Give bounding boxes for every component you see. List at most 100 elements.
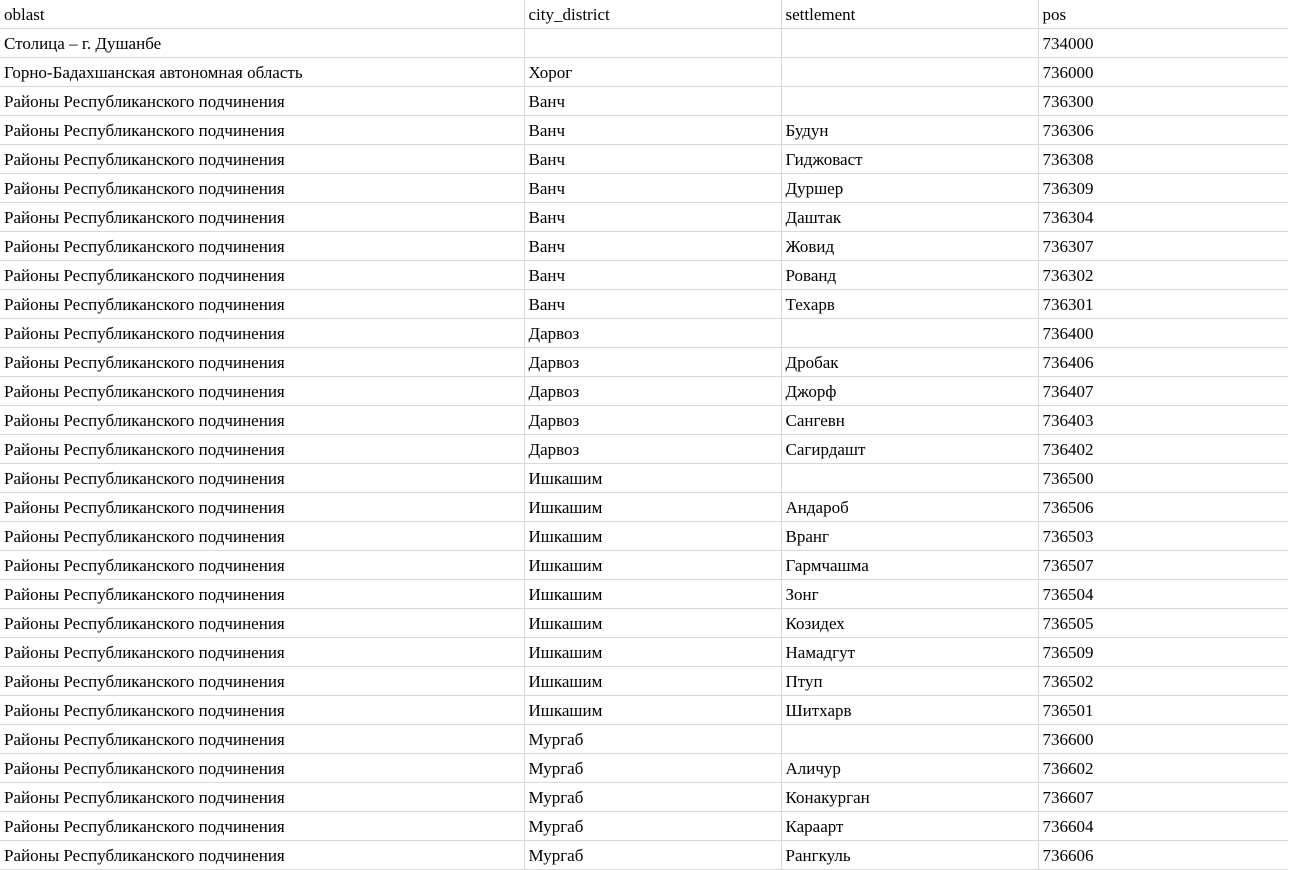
cell-settlement[interactable]: Зонг xyxy=(780,579,1038,609)
table-row[interactable]: Районы Республиканского подчинения Ванч 73… xyxy=(0,86,1288,116)
cell-oblast[interactable]: Районы Республиканского подчинения xyxy=(0,840,524,870)
cell-pos[interactable]: 736402 xyxy=(1037,434,1288,464)
column-header-city-district[interactable]: city_district xyxy=(523,0,781,29)
cell-oblast[interactable]: Районы Республиканского подчинения xyxy=(0,492,524,522)
cell-settlement[interactable]: Рангкуль xyxy=(780,840,1038,870)
cell-pos[interactable]: 736302 xyxy=(1037,260,1288,290)
cell-oblast[interactable]: Районы Республиканского подчинения xyxy=(0,347,524,377)
cell-oblast[interactable]: Столица – г. Душанбе xyxy=(0,28,524,58)
cell-city-district[interactable]: Ишкашим xyxy=(523,579,781,609)
table-row[interactable]: Районы Республиканского подчинения Ванч Ги… xyxy=(0,144,1288,174)
cell-pos[interactable]: 736000 xyxy=(1037,57,1288,87)
cell-oblast[interactable]: Районы Республиканского подчинения xyxy=(0,550,524,580)
cell-city-district[interactable]: Ванч xyxy=(523,289,781,319)
cell-city-district[interactable]: Мургаб xyxy=(523,782,781,812)
cell-city-district[interactable]: Ишкашим xyxy=(523,666,781,696)
cell-oblast[interactable]: Районы Республиканского подчинения xyxy=(0,753,524,783)
cell-settlement[interactable]: Вранг xyxy=(780,521,1038,551)
cell-pos[interactable]: 736502 xyxy=(1037,666,1288,696)
cell-oblast[interactable]: Районы Республиканского подчинения xyxy=(0,608,524,638)
cell-settlement[interactable]: Техарв xyxy=(780,289,1038,319)
cell-pos[interactable]: 736607 xyxy=(1037,782,1288,812)
cell-pos[interactable]: 736504 xyxy=(1037,579,1288,609)
cell-settlement[interactable]: Даштак xyxy=(780,202,1038,232)
cell-pos[interactable]: 736501 xyxy=(1037,695,1288,725)
table-row[interactable]: Районы Республиканского подчинения Мургаб… xyxy=(0,724,1288,754)
table-row[interactable]: Районы Республиканского подчинения Ишкаши… xyxy=(0,550,1288,580)
cell-pos[interactable]: 736606 xyxy=(1037,840,1288,870)
cell-oblast[interactable]: Районы Республиканского подчинения xyxy=(0,434,524,464)
table-row[interactable]: Районы Республиканского подчинения Ишкаши… xyxy=(0,521,1288,551)
cell-city-district[interactable]: Ванч xyxy=(523,86,781,116)
cell-city-district[interactable]: Ишкашим xyxy=(523,695,781,725)
cell-pos[interactable]: 736506 xyxy=(1037,492,1288,522)
cell-oblast[interactable]: Районы Республиканского подчинения xyxy=(0,782,524,812)
cell-pos[interactable]: 736600 xyxy=(1037,724,1288,754)
cell-settlement[interactable]: Козидех xyxy=(780,608,1038,638)
cell-city-district[interactable]: Ванч xyxy=(523,260,781,290)
table-row[interactable]: Районы Республиканского подчинения Мургаб… xyxy=(0,782,1288,812)
cell-city-district[interactable]: Мургаб xyxy=(523,840,781,870)
cell-city-district[interactable]: Ванч xyxy=(523,115,781,145)
cell-city-district[interactable]: Ишкашим xyxy=(523,550,781,580)
cell-oblast[interactable]: Районы Республиканского подчинения xyxy=(0,695,524,725)
cell-city-district[interactable]: Ванч xyxy=(523,231,781,261)
cell-city-district[interactable] xyxy=(523,28,781,58)
table-row[interactable]: Районы Республиканского подчинения Ишкаши… xyxy=(0,695,1288,725)
cell-pos[interactable]: 736507 xyxy=(1037,550,1288,580)
cell-settlement[interactable]: Рованд xyxy=(780,260,1038,290)
cell-oblast[interactable]: Районы Республиканского подчинения xyxy=(0,463,524,493)
cell-settlement[interactable]: Гармчашма xyxy=(780,550,1038,580)
cell-oblast[interactable]: Горно-Бадахшанская автономная область xyxy=(0,57,524,87)
cell-oblast[interactable]: Районы Республиканского подчинения xyxy=(0,202,524,232)
table-row[interactable]: Районы Республиканского подчинения Мургаб… xyxy=(0,753,1288,783)
cell-oblast[interactable]: Районы Республиканского подчинения xyxy=(0,86,524,116)
cell-city-district[interactable]: Хорог xyxy=(523,57,781,87)
table-row[interactable]: Районы Республиканского подчинения Дарвоз… xyxy=(0,347,1288,377)
column-header-settlement[interactable]: settlement xyxy=(780,0,1038,29)
cell-pos[interactable]: 736505 xyxy=(1037,608,1288,638)
cell-settlement[interactable]: Конакурган xyxy=(780,782,1038,812)
cell-city-district[interactable]: Ишкашим xyxy=(523,492,781,522)
table-row[interactable]: Районы Республиканского подчинения Мургаб… xyxy=(0,840,1288,870)
table-row[interactable]: Районы Республиканского подчинения Ванч Ро… xyxy=(0,260,1288,290)
table-row[interactable]: Районы Республиканского подчинения Ванч Ду… xyxy=(0,173,1288,203)
cell-city-district[interactable]: Ванч xyxy=(523,144,781,174)
cell-city-district[interactable]: Дарвоз xyxy=(523,405,781,435)
table-row[interactable]: Районы Республиканского подчинения Ванч Жо… xyxy=(0,231,1288,261)
cell-city-district[interactable]: Дарвоз xyxy=(523,347,781,377)
cell-pos[interactable]: 736503 xyxy=(1037,521,1288,551)
cell-pos[interactable]: 736604 xyxy=(1037,811,1288,841)
table-row[interactable]: Районы Республиканского подчинения Ишкаши… xyxy=(0,579,1288,609)
cell-oblast[interactable]: Районы Республиканского подчинения xyxy=(0,260,524,290)
table-row[interactable]: Столица – г. Душанбе 734000 xyxy=(0,28,1288,58)
cell-city-district[interactable]: Ишкашим xyxy=(523,608,781,638)
column-header-pos[interactable]: pos xyxy=(1037,0,1288,29)
table-row[interactable]: Районы Республиканского подчинения Ванч Те… xyxy=(0,289,1288,319)
table-row[interactable]: Районы Республиканского подчинения Дарвоз… xyxy=(0,405,1288,435)
cell-settlement[interactable]: Сагирдашт xyxy=(780,434,1038,464)
cell-pos[interactable]: 736308 xyxy=(1037,144,1288,174)
cell-oblast[interactable]: Районы Республиканского подчинения xyxy=(0,579,524,609)
cell-settlement[interactable]: Гиджоваст xyxy=(780,144,1038,174)
cell-pos[interactable]: 736602 xyxy=(1037,753,1288,783)
cell-city-district[interactable]: Дарвоз xyxy=(523,376,781,406)
cell-pos[interactable]: 736300 xyxy=(1037,86,1288,116)
cell-oblast[interactable]: Районы Республиканского подчинения xyxy=(0,144,524,174)
cell-settlement[interactable]: Птуп xyxy=(780,666,1038,696)
table-row[interactable]: Районы Республиканского подчинения Дарвоз… xyxy=(0,376,1288,406)
cell-settlement[interactable]: Жовид xyxy=(780,231,1038,261)
cell-oblast[interactable]: Районы Республиканского подчинения xyxy=(0,376,524,406)
column-header-oblast[interactable]: oblast xyxy=(0,0,524,29)
cell-city-district[interactable]: Мургаб xyxy=(523,753,781,783)
cell-oblast[interactable]: Районы Республиканского подчинения xyxy=(0,521,524,551)
cell-settlement[interactable]: Андароб xyxy=(780,492,1038,522)
cell-oblast[interactable]: Районы Республиканского подчинения xyxy=(0,666,524,696)
cell-settlement[interactable] xyxy=(780,57,1038,87)
cell-pos[interactable]: 736301 xyxy=(1037,289,1288,319)
table-row[interactable]: Районы Республиканского подчинения Ишкаши… xyxy=(0,608,1288,638)
table-row[interactable]: Районы Республиканского подчинения Ишкаши… xyxy=(0,463,1288,493)
table-row[interactable]: Районы Республиканского подчинения Дарвоз… xyxy=(0,318,1288,348)
cell-settlement[interactable]: Сангевн xyxy=(780,405,1038,435)
table-row[interactable]: Районы Республиканского подчинения Дарвоз… xyxy=(0,434,1288,464)
